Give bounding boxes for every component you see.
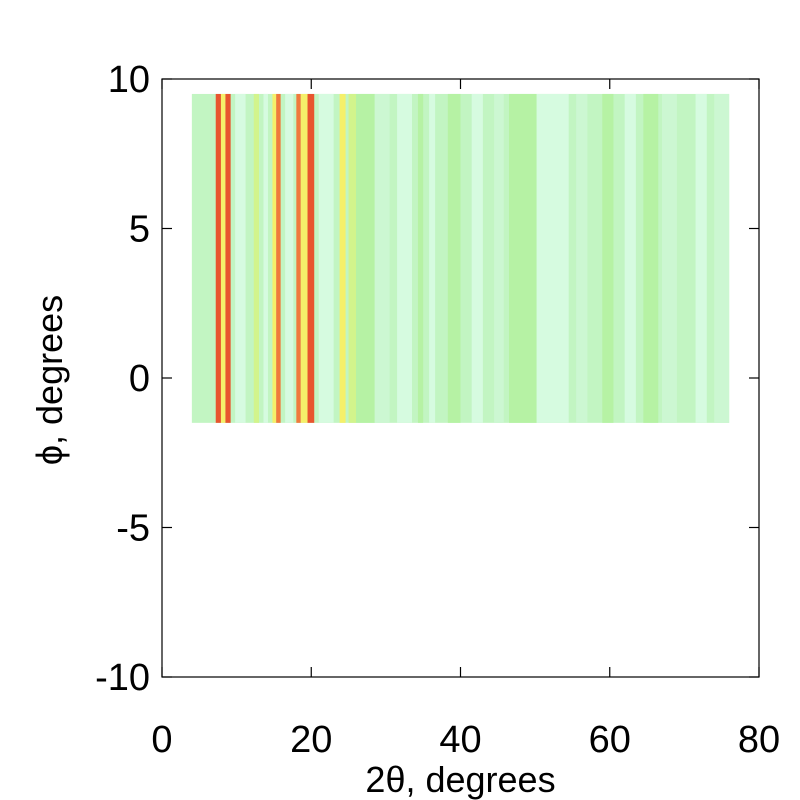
heatmap-band	[296, 93, 301, 423]
heatmap-band	[307, 93, 315, 423]
heatmap-bands	[191, 93, 730, 423]
heatmap-band	[509, 93, 537, 423]
x-tick-label: 80	[738, 719, 780, 761]
heatmap-band	[714, 93, 730, 423]
axis-ticks	[161, 78, 760, 678]
heatmap-band	[695, 93, 707, 423]
heatmap-band	[471, 93, 483, 423]
heatmap-band	[235, 93, 246, 423]
heatmap-band	[220, 93, 226, 423]
heatmap-band	[429, 93, 436, 423]
heatmap-band	[643, 93, 659, 423]
y-tick-labels: 10 5 0 -5 -10	[95, 59, 150, 699]
y-tick-label: -10	[95, 657, 150, 699]
heatmap-band	[494, 93, 504, 423]
x-tick-label: 20	[290, 719, 332, 761]
heatmap-band	[374, 93, 390, 423]
y-axis-title: ϕ, degrees	[29, 295, 70, 465]
heatmap-band	[417, 93, 424, 423]
x-tick-label: 40	[439, 719, 481, 761]
heatmap-band	[356, 93, 375, 423]
x-axis-title: 2θ, degrees	[365, 759, 555, 800]
y-tick-label: 10	[108, 59, 150, 101]
heatmap-band	[253, 93, 260, 423]
heatmap-band	[536, 93, 569, 423]
heatmap-band	[276, 93, 281, 423]
y-tick-label: 0	[129, 358, 150, 400]
heatmap-band	[661, 93, 677, 423]
heatmap-band	[397, 93, 412, 423]
x-tick-label: 0	[151, 719, 172, 761]
heatmap-band	[348, 93, 357, 423]
heatmap-band	[300, 93, 308, 423]
heatmap-band	[225, 93, 231, 423]
heatmap-band	[285, 93, 294, 423]
heatmap-band	[339, 93, 346, 423]
x-tick-label: 60	[589, 719, 631, 761]
heatmap-band	[272, 93, 277, 423]
y-tick-label: -5	[116, 508, 150, 550]
heatmap-background-band	[191, 93, 730, 423]
y-tick-label: 5	[129, 209, 150, 251]
heatmap-band	[624, 93, 636, 423]
heatmap-band	[447, 93, 461, 423]
heatmap-band	[576, 93, 588, 423]
heatmap-band	[318, 93, 334, 423]
x-tick-labels: 0 20 40 60 80	[151, 719, 780, 761]
heatmap-band	[263, 93, 268, 423]
heatmap-band	[215, 93, 221, 423]
heatmap-band	[602, 93, 614, 423]
